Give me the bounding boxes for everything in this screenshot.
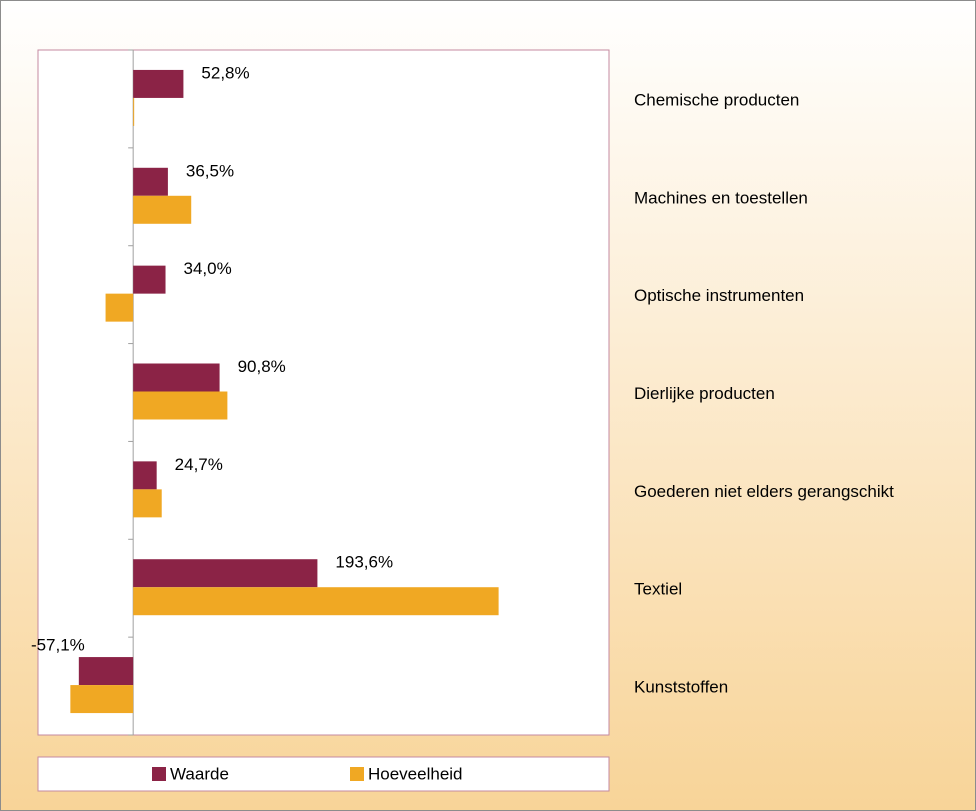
bar <box>133 391 228 420</box>
plot-area <box>37 49 610 736</box>
legend-swatch <box>152 767 166 781</box>
data-label: 52,8% <box>201 63 249 82</box>
data-label: -57,1% <box>31 636 85 655</box>
data-label: 90,8% <box>238 357 286 376</box>
legend <box>37 756 610 792</box>
bar <box>133 195 192 224</box>
category-label: Dierlijke producten <box>634 384 775 403</box>
data-label: 34,0% <box>184 259 232 278</box>
bar <box>133 69 184 98</box>
data-label: 24,7% <box>175 455 223 474</box>
bar <box>105 293 134 322</box>
bar <box>133 363 220 392</box>
category-label: Chemische producten <box>634 90 799 109</box>
bar <box>133 97 135 126</box>
bar <box>133 489 162 518</box>
bar <box>133 587 499 616</box>
bar <box>70 685 134 714</box>
bar <box>133 461 157 490</box>
category-label: Goederen niet elders gerangschikt <box>634 482 894 501</box>
bar <box>133 559 318 588</box>
bar <box>133 265 166 294</box>
category-label: Kunststoffen <box>634 678 728 697</box>
data-label: 193,6% <box>335 553 393 572</box>
category-label: Machines en toestellen <box>634 188 808 207</box>
legend-label: Hoeveelheid <box>368 764 463 783</box>
data-label: 36,5% <box>186 161 234 180</box>
legend-label: Waarde <box>170 764 229 783</box>
bar <box>78 657 134 686</box>
legend-swatch <box>350 767 364 781</box>
category-label: Textiel <box>634 580 682 599</box>
category-label: Optische instrumenten <box>634 286 804 305</box>
bar <box>133 167 168 196</box>
